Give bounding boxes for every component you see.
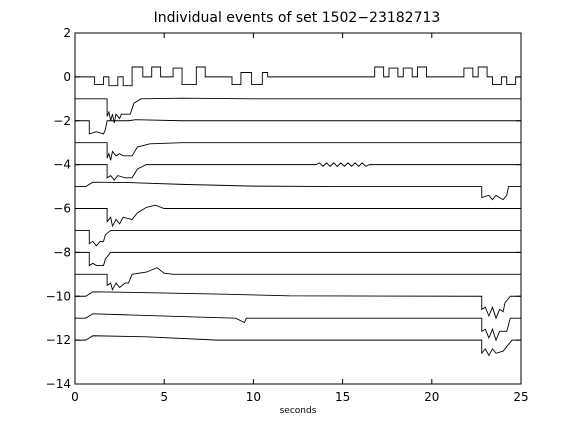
trace-10 xyxy=(75,267,521,291)
y-tick-label: −6 xyxy=(53,202,71,216)
y-tick-label: −8 xyxy=(53,245,71,259)
trace-2 xyxy=(75,97,521,124)
x-tick-label: 10 xyxy=(246,390,261,404)
y-tick-label: 2 xyxy=(63,26,71,40)
trace-1 xyxy=(75,66,521,87)
x-axis: 0 5 10 15 20 25 xyxy=(71,33,529,404)
trace-13 xyxy=(75,335,521,357)
chart-title: Individual events of set 1502−23182713 xyxy=(154,10,441,26)
x-tick-label: 15 xyxy=(335,390,350,404)
y-tick-label: −10 xyxy=(46,289,71,303)
y-tick-label: −12 xyxy=(46,333,71,347)
y-axis: 2 0 −2 −4 −6 −8 −10 −12 −14 xyxy=(46,26,521,391)
trace-7 xyxy=(75,204,521,228)
trace-4 xyxy=(75,142,521,161)
x-tick-label: 0 xyxy=(71,390,79,404)
y-tick-label: −14 xyxy=(46,377,71,391)
trace-12 xyxy=(75,313,521,342)
trace-11 xyxy=(75,291,521,320)
traces-group xyxy=(75,66,521,357)
x-tick-label: 5 xyxy=(160,390,168,404)
y-tick-label: −2 xyxy=(53,114,71,128)
trace-8 xyxy=(75,229,521,247)
x-tick-label: 20 xyxy=(424,390,439,404)
trace-9 xyxy=(75,251,521,267)
y-tick-label: −4 xyxy=(53,158,71,172)
y-tick-label: 0 xyxy=(63,70,71,84)
trace-5 xyxy=(75,162,521,181)
trace-3 xyxy=(75,119,521,135)
x-axis-label: seconds xyxy=(280,406,317,416)
trace-6 xyxy=(75,181,521,201)
x-tick-label: 25 xyxy=(513,390,528,404)
